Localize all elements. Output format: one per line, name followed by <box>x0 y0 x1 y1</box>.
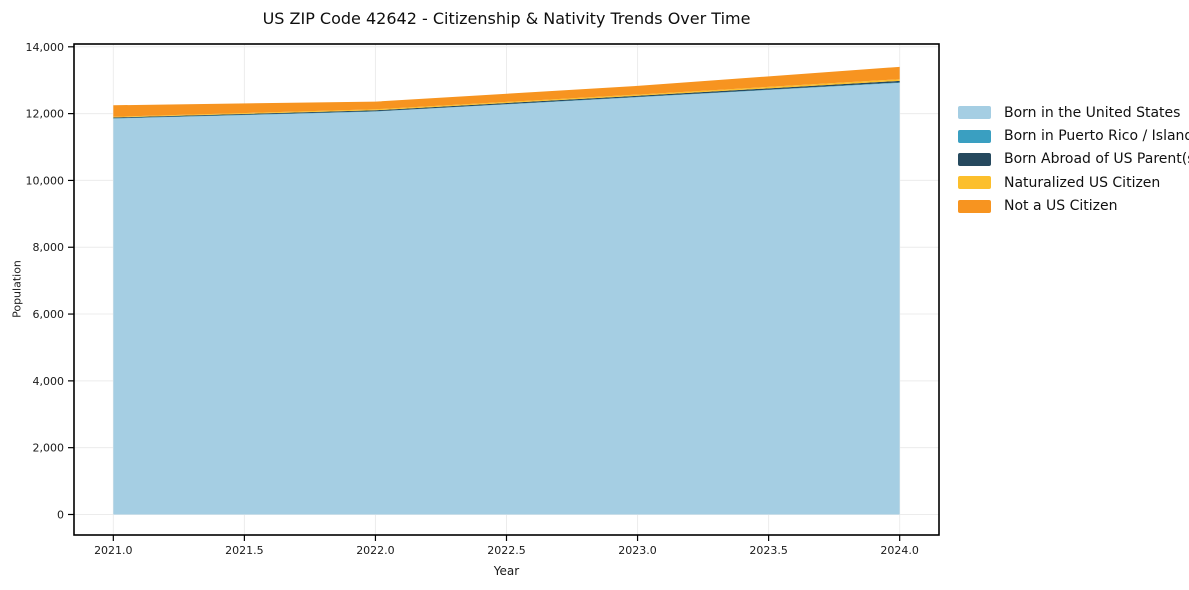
legend-label: Born in the United States <box>1004 104 1181 121</box>
y-tick-label: 12,000 <box>26 108 65 121</box>
legend-swatch <box>958 152 991 166</box>
x-tick-label: 2024.0 <box>880 544 919 557</box>
x-tick-label: 2023.0 <box>618 544 657 557</box>
legend-swatch <box>958 176 991 190</box>
legend-swatch <box>958 129 991 143</box>
y-tick-label: 2,000 <box>33 442 65 455</box>
legend-item: Born Abroad of US Parent(s) <box>958 148 1189 171</box>
x-tick-label: 2021.5 <box>225 544 264 557</box>
legend-swatch <box>958 106 991 120</box>
legend: Born in the United States Born in Puerto … <box>958 101 1189 218</box>
chart-title: US ZIP Code 42642 - Citizenship & Nativi… <box>262 9 751 28</box>
y-tick-label: 0 <box>57 508 64 521</box>
legend-item: Born in Puerto Rico / Islands <box>958 124 1189 147</box>
x-tick-label: 2021.0 <box>94 544 133 557</box>
y-tick-label: 10,000 <box>26 174 65 187</box>
y-tick-label: 8,000 <box>33 241 65 254</box>
y-tick-label: 14,000 <box>26 41 65 54</box>
x-tick-label: 2023.5 <box>749 544 788 557</box>
legend-item: Born in the United States <box>958 101 1189 124</box>
x-tick-label: 2022.0 <box>356 544 395 557</box>
legend-label: Naturalized US Citizen <box>1004 174 1161 191</box>
legend-label: Not a US Citizen <box>1004 198 1118 215</box>
y-tick-label: 4,000 <box>33 375 65 388</box>
legend-label: Born in Puerto Rico / Islands <box>1004 128 1189 145</box>
legend-swatch <box>958 199 991 213</box>
legend-label: Born Abroad of US Parent(s) <box>1004 151 1189 168</box>
area-series <box>113 66 900 117</box>
legend-item: Not a US Citizen <box>958 195 1189 218</box>
y-tick-label: 6,000 <box>33 308 65 321</box>
x-axis-label: Year <box>493 564 520 578</box>
legend-item: Naturalized US Citizen <box>958 171 1189 194</box>
x-tick-label: 2022.5 <box>487 544 526 557</box>
area-series <box>113 82 900 515</box>
